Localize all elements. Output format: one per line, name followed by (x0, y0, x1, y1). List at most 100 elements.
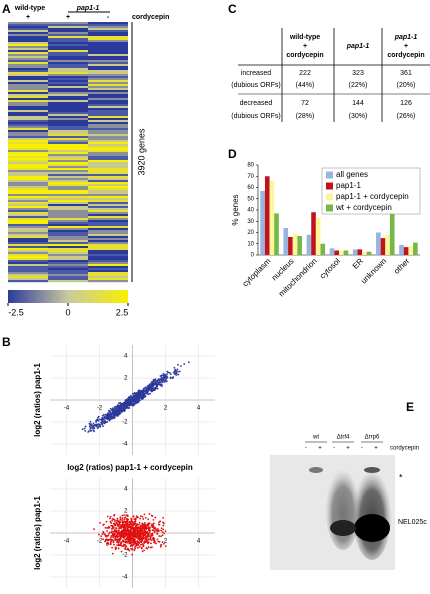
heat-cell (48, 72, 88, 75)
heat-cell (8, 280, 48, 283)
heat-cell (8, 170, 48, 173)
heat-cell (88, 216, 128, 219)
heat-cell (88, 278, 128, 281)
scatter-dot (134, 529, 137, 532)
scatter-dot (142, 544, 145, 547)
legend-label: wt + cordycepin (335, 203, 392, 212)
scatter-dot (152, 387, 155, 389)
heat-cell (8, 180, 48, 183)
heat-cell (8, 172, 48, 175)
scatter-dot (145, 524, 147, 527)
scatter-dot (123, 518, 126, 521)
heat-cell (8, 278, 48, 281)
heat-cell (48, 190, 88, 193)
scatter-dot (114, 530, 116, 533)
scatter-dot (114, 548, 117, 551)
scatter-dot (125, 402, 128, 405)
scatter-dot (137, 400, 140, 403)
scatter-dot (175, 374, 178, 376)
column-header: pap1-1 (346, 43, 370, 50)
scale-tick-label: 2.5 (116, 307, 129, 317)
heat-cell (8, 156, 48, 159)
scatter-dot (160, 377, 163, 380)
heat-cell (88, 82, 128, 85)
scatter-dot (114, 520, 116, 522)
scatter-dot (122, 402, 124, 405)
heat-cell (48, 160, 88, 163)
scatter-dot (135, 540, 137, 543)
y-tick-label: 70 (247, 174, 254, 180)
scatter-dot (154, 516, 157, 519)
heat-cell (88, 26, 128, 29)
scatter-dot (139, 528, 142, 531)
heat-cell (8, 214, 48, 217)
heat-cell (8, 40, 48, 43)
scatter-dot (159, 545, 162, 548)
heat-cell (8, 106, 48, 109)
scatter-dot (132, 403, 135, 406)
column-header: + (404, 43, 408, 50)
scatter-dot (92, 422, 95, 425)
heat-cell (88, 208, 128, 211)
heat-cell (48, 280, 88, 283)
sign: + (346, 446, 350, 452)
heat-cell (8, 30, 48, 33)
heat-cell (88, 72, 128, 75)
scatter-dot (118, 412, 120, 415)
scatter-dot (116, 412, 118, 415)
heat-cell (88, 244, 128, 247)
scatter-dot (154, 528, 157, 530)
scatter-dot (115, 538, 118, 541)
heat-cell (88, 76, 128, 79)
scatter-dot (164, 530, 167, 533)
scatter-dot (173, 373, 176, 375)
heat-cell (48, 130, 88, 133)
sign: - (107, 14, 110, 21)
scatter-dot (101, 416, 104, 419)
scatter-dot (127, 548, 130, 551)
heat-cell (8, 60, 48, 63)
heat-cell (48, 156, 88, 159)
legend-swatch (326, 193, 333, 201)
scatter-dot (160, 380, 163, 382)
scatter-dot (138, 526, 141, 529)
table-cell: (28%) (296, 113, 315, 120)
scatter-dot (142, 395, 145, 398)
scatter-dot (106, 542, 109, 545)
heat-cell (48, 134, 88, 137)
scatter-dot (120, 530, 123, 533)
heat-cell (8, 148, 48, 151)
scatter-dot (133, 398, 136, 401)
heat-cell (48, 48, 88, 51)
heat-cell (48, 68, 88, 71)
scatter-dot (160, 544, 162, 547)
scatter-dot (131, 548, 134, 551)
heat-cell (88, 220, 128, 223)
heat-cell (88, 94, 128, 97)
sign: - (305, 446, 307, 452)
scatter-dot (126, 515, 129, 518)
scatter-dot (156, 387, 159, 390)
heat-cell (48, 188, 88, 191)
scatter-dot (126, 526, 129, 529)
scatter-dot (119, 401, 122, 404)
y-tick-label: -2 (122, 420, 128, 426)
scatter-dot (136, 398, 139, 401)
scatter-dot (172, 376, 175, 379)
heat-cell (88, 116, 128, 119)
scatter-dot (145, 538, 148, 540)
heat-cell (8, 158, 48, 161)
heat-cell (8, 126, 48, 129)
heat-cell (48, 162, 88, 165)
scatter-dot (111, 526, 114, 529)
heat-cell (48, 166, 88, 169)
scatter-dot (162, 376, 165, 378)
scatter-dot (164, 379, 167, 381)
heat-cell (88, 40, 128, 43)
scatter-dot (135, 526, 138, 529)
heat-cell (8, 110, 48, 113)
heat-cell (88, 186, 128, 189)
scatter-dot (124, 529, 127, 532)
heat-cell (8, 84, 48, 87)
heat-cell (48, 74, 88, 77)
